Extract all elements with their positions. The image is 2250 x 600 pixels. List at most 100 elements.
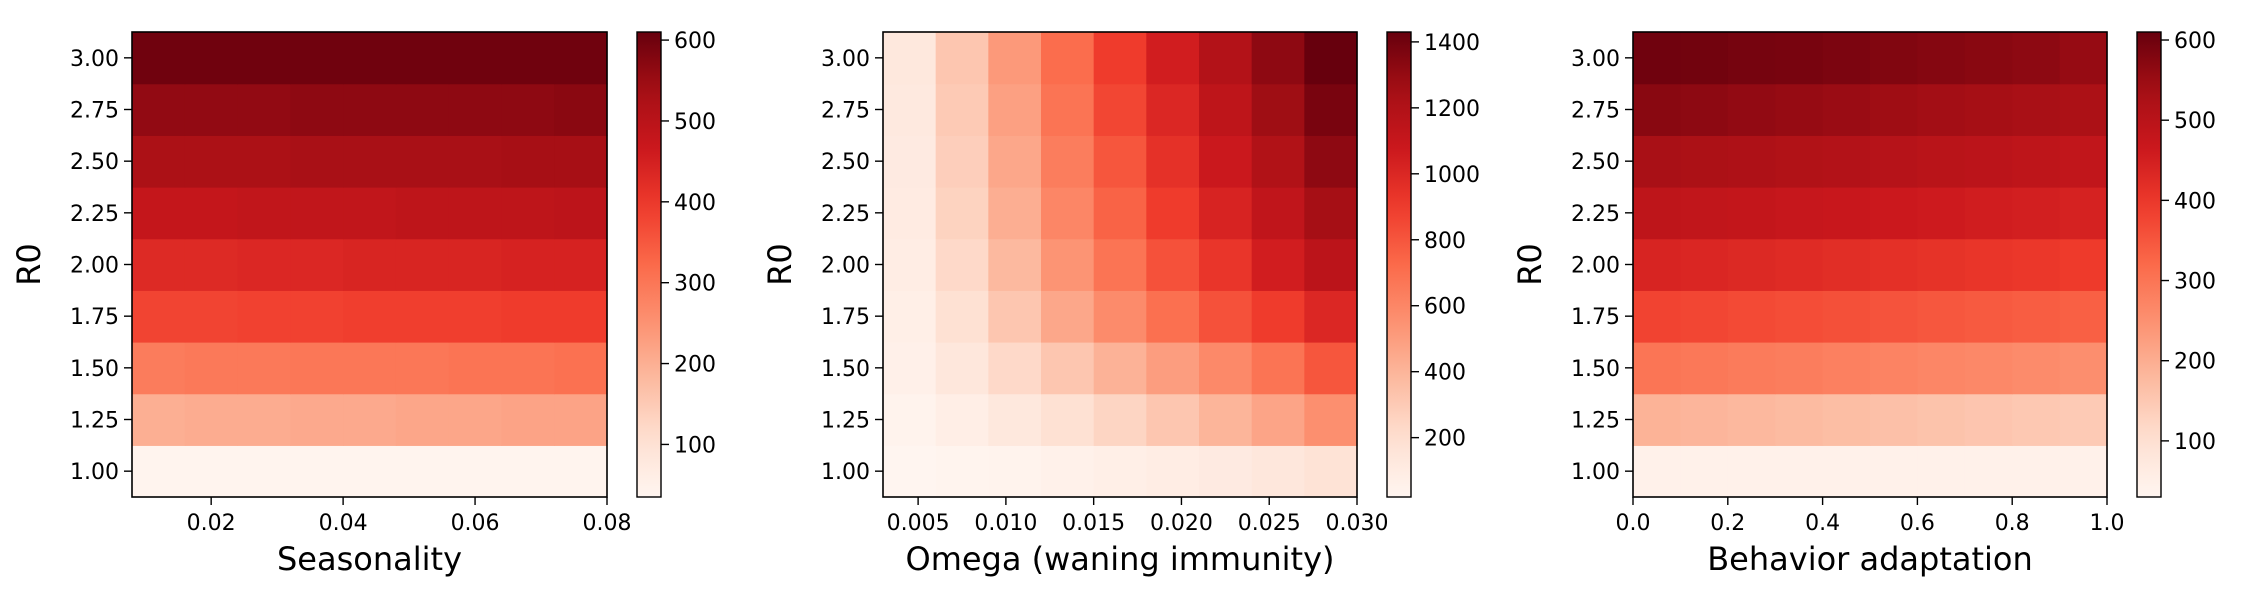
heatmap-cell	[1822, 342, 1871, 395]
heatmap-cell	[501, 32, 555, 85]
heatmap-cell	[237, 238, 291, 291]
heatmap-cell	[1041, 393, 1095, 446]
heatmap-cell	[1870, 342, 1918, 395]
heatmap-cell	[1964, 445, 2013, 498]
heatmap-cell	[1964, 342, 2013, 395]
heatmap-cell	[1304, 393, 1358, 446]
heatmap-cell	[1775, 32, 1824, 85]
heatmap-cell	[184, 135, 239, 188]
heatmap-cell	[935, 83, 989, 136]
heatmap-cell	[1146, 290, 1200, 343]
heatmap-cell	[1680, 83, 1729, 136]
y-tick-label: 2.75	[1571, 99, 1620, 124]
heatmap-cell	[1146, 342, 1200, 395]
colorbar-tick-label: 100	[674, 433, 716, 458]
heatmap-cell	[448, 32, 503, 85]
heatmap-cell	[1822, 135, 1871, 188]
colorbar	[2136, 31, 2162, 498]
heatmap-cell	[988, 290, 1042, 343]
heatmap-panel-2: 1.00 1.25 1.50 1.75 2.00 2.25 2.50 2.75 3.00 0.00…	[761, 31, 1480, 578]
heatmap-cell	[1093, 445, 1147, 498]
heatmap-cell	[1727, 393, 1776, 446]
heatmap-cell	[1146, 83, 1200, 136]
heatmap-cell	[1251, 83, 1305, 136]
x-tick-label: 0.04	[319, 511, 368, 536]
heatmap-cell	[395, 187, 450, 240]
heatmap-cell	[448, 135, 503, 188]
heatmap-cell	[184, 83, 239, 136]
heatmap-cell	[1727, 83, 1776, 136]
y-tick-label: 2.50	[821, 150, 870, 175]
heatmap-cell	[1680, 135, 1729, 188]
y-tick-label: 2.75	[821, 99, 870, 124]
heatmap-cell	[1870, 83, 1918, 136]
x-tick-label: 0.010	[974, 511, 1037, 536]
heatmap-cell	[132, 238, 186, 291]
heatmap-cell	[237, 445, 291, 498]
heatmap-cell	[448, 393, 503, 446]
heatmap-cell	[1727, 238, 1776, 291]
heatmap-cell	[184, 393, 239, 446]
y-tick-label: 2.50	[70, 150, 119, 175]
heatmap-cell	[2059, 290, 2108, 343]
heatmap-cell	[1822, 445, 1871, 498]
heatmap-cell	[2059, 135, 2108, 188]
heatmap-cell	[290, 135, 344, 188]
heatmap-cell	[1917, 135, 1966, 188]
x-tick-label: 0.025	[1238, 511, 1301, 536]
heatmap-cell	[2012, 445, 2061, 498]
heatmap-cell	[2059, 32, 2108, 85]
heatmap-cell	[184, 290, 239, 343]
y-tick-label: 3.00	[821, 47, 870, 72]
heatmap-cell	[988, 342, 1042, 395]
heatmap-cell	[237, 83, 291, 136]
colorbar-tick-label: 500	[2174, 109, 2216, 134]
y-tick-label: 1.25	[70, 409, 119, 434]
colorbar-tick-label: 400	[1424, 361, 1466, 386]
heatmap-cell	[395, 238, 450, 291]
heatmap-cell	[935, 290, 989, 343]
heatmap-cell	[883, 83, 937, 136]
heatmap-cell	[1680, 393, 1729, 446]
heatmap-cell	[1727, 32, 1776, 85]
y-tick-label: 1.75	[1571, 305, 1620, 330]
heatmap-cell	[1304, 187, 1358, 240]
heatmap-cell	[1680, 32, 1729, 85]
heatmap-cell	[1917, 187, 1966, 240]
heatmap-cell	[1680, 238, 1729, 291]
heatmap-cell	[395, 342, 450, 395]
heatmap-cell	[883, 342, 937, 395]
heatmap-cell	[1251, 445, 1305, 498]
heatmap-cell	[132, 342, 186, 395]
heatmap-cell	[1093, 342, 1147, 395]
heatmap-cell	[132, 32, 186, 85]
heatmap-cell	[1093, 290, 1147, 343]
heatmap-cell	[1822, 83, 1871, 136]
colorbar-tick-label: 200	[674, 353, 716, 378]
heatmap-cell	[1822, 393, 1871, 446]
heatmap-cell	[1775, 187, 1824, 240]
heatmap-cell	[1146, 32, 1200, 85]
heatmap-cell	[290, 187, 344, 240]
heatmap-cell	[883, 238, 937, 291]
heatmap-cell	[1727, 135, 1776, 188]
heatmap-cell	[883, 135, 937, 188]
heatmap-cell	[448, 187, 503, 240]
x-axis-title: Seasonality	[277, 540, 462, 578]
heatmap-cell	[1964, 290, 2013, 343]
heatmap-cell	[554, 135, 608, 188]
heatmap-cell	[935, 32, 989, 85]
heatmap-cell	[237, 32, 291, 85]
heatmap-cell	[1870, 445, 1918, 498]
heatmap-cell	[343, 187, 397, 240]
x-tick-label: 0.020	[1150, 511, 1213, 536]
heatmap-cell	[1775, 83, 1824, 136]
heatmap-cell	[237, 393, 291, 446]
heatmap-cell	[290, 238, 344, 291]
heatmap-cell	[1870, 393, 1918, 446]
heatmap-cell	[554, 238, 608, 291]
y-tick-label: 1.00	[70, 460, 119, 485]
heatmap-cell	[1727, 342, 1776, 395]
heatmap-cell	[1041, 187, 1095, 240]
x-tick-label: 0.02	[187, 511, 236, 536]
